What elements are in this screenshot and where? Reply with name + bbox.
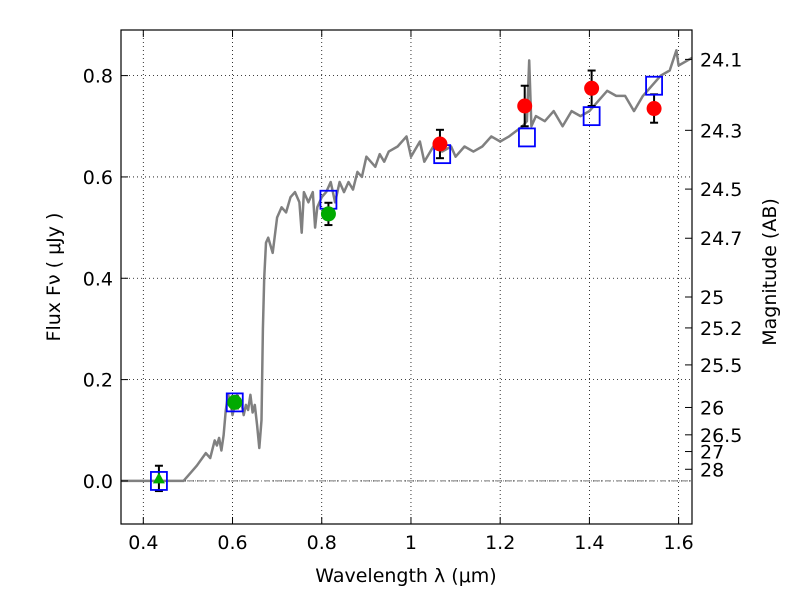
data-marks: [150, 69, 663, 493]
y2-tick-label: 25: [700, 287, 724, 309]
observed-green-point: [320, 206, 336, 222]
y2-tick-label: 25.2: [700, 318, 742, 340]
y-axis-label: Flux Fν ( μJy ): [43, 213, 65, 342]
model-flux-box: [645, 75, 663, 96]
grid: [121, 30, 692, 524]
y2-axis-label: Magnitude (AB): [759, 198, 781, 346]
x-axis-label: Wavelength λ (μm): [315, 565, 496, 587]
template-spectrum-line: [121, 49, 693, 483]
x-tick-label: 1.6: [664, 532, 694, 554]
y2-tick-label: 24.7: [700, 228, 742, 250]
x-tick-label: 0.8: [307, 532, 337, 554]
model-flux-box: [582, 106, 601, 127]
y-tick-label: 0.4: [83, 268, 113, 290]
y2-tick-label: 27: [700, 442, 724, 464]
observed-red-point: [517, 98, 533, 114]
observed-red-point: [584, 80, 600, 96]
y-tick-label: 0.2: [83, 370, 113, 392]
x-tick-label: 1.4: [574, 532, 604, 554]
y2-tick-label: 28: [700, 459, 724, 481]
y2-tick-label: 26: [700, 397, 724, 419]
x-tick-label: 1: [405, 532, 417, 554]
observed-green-point: [227, 394, 243, 410]
model-flux-box: [225, 392, 244, 413]
y-tick-label: 0.6: [83, 167, 113, 189]
observed-red-point: [432, 136, 448, 152]
axis-ticks: 0.4 0.6 0.8 1 1.2 1.4 1.6 0.0 0.2 0.4 0.6 0.8 24.1 24…: [83, 30, 742, 554]
x-tick-label: 0.6: [217, 532, 247, 554]
x-tick-label: 1.2: [485, 532, 515, 554]
y2-tick-label: 25.5: [700, 355, 742, 377]
y-tick-label: 0.0: [83, 471, 113, 493]
observed-red-point: [646, 101, 662, 117]
y2-tick-label: 24.1: [700, 49, 742, 71]
y2-tick-label: 26.5: [700, 425, 742, 447]
y-tick-label: 0.8: [83, 66, 113, 88]
model-flux-box: [150, 471, 168, 491]
y2-tick-label: 24.3: [700, 120, 742, 142]
model-flux-box: [518, 127, 536, 148]
plot-area: [120, 29, 693, 525]
x-tick-label: 0.4: [128, 532, 158, 554]
y2-tick-label: 24.5: [700, 179, 742, 201]
observed-triangle-point: [152, 472, 165, 484]
